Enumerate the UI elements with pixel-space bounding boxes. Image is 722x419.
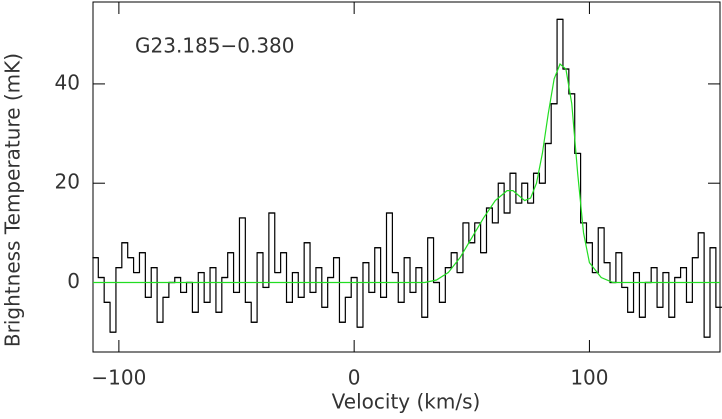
x-tick-label: 100 (570, 366, 608, 390)
y-tick-label: 40 (55, 70, 80, 94)
fit-line (93, 63, 720, 284)
y-axis-label: Brightness Temperature (mK) (1, 53, 25, 347)
x-tick-label: 0 (348, 366, 361, 390)
plot-frame (92, 1, 721, 353)
x-axis-label: Velocity (km/s) (332, 390, 481, 414)
step-connector (92, 18, 722, 338)
y-tick-label: 0 (67, 269, 80, 293)
x-tick-label: −100 (91, 366, 146, 390)
annotation: G23.185−0.380 (135, 34, 295, 58)
y-tick-label: 20 (55, 170, 80, 194)
